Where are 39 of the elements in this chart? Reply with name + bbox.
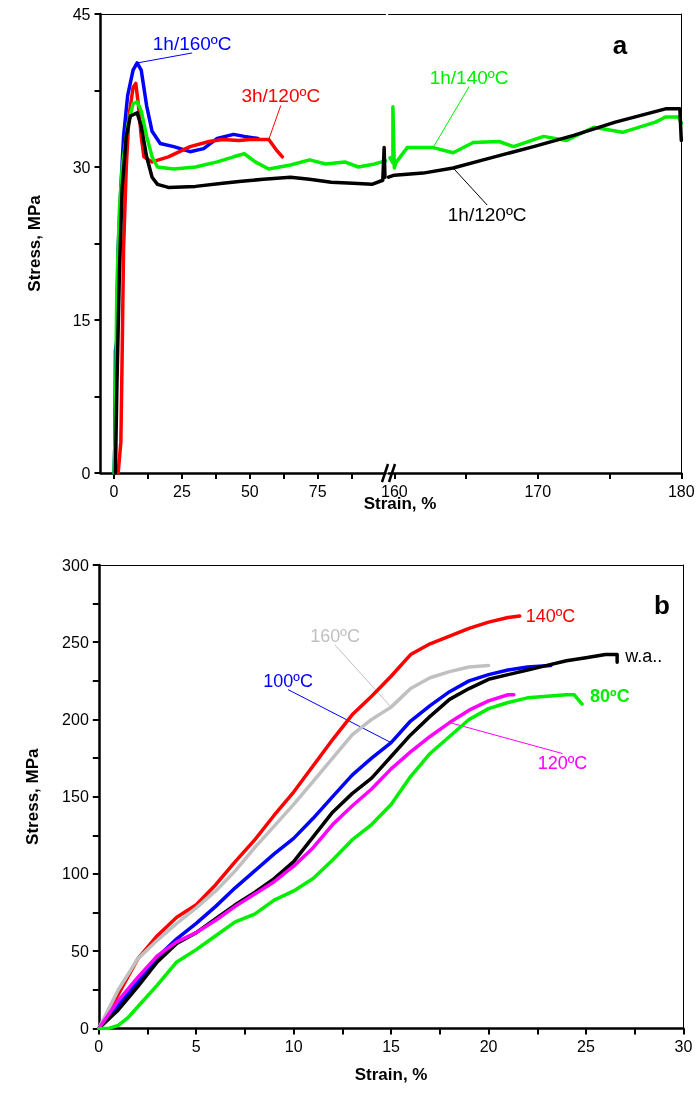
x-tick-label: 30 <box>674 1037 693 1055</box>
series-label: 140ºC <box>525 605 576 626</box>
y-axis-title: Stress, MPa <box>22 747 42 845</box>
x-tick-label: 50 <box>240 482 259 500</box>
y-axis-title: Stress, MPa <box>24 194 44 292</box>
y-tick-label: 45 <box>72 5 91 23</box>
y-tick-label: 100 <box>62 865 89 883</box>
text: 160ºC <box>310 626 360 647</box>
x-tick-label: 20 <box>479 1037 498 1055</box>
x-tick-label: 5 <box>191 1037 201 1055</box>
y-tick-label: 250 <box>62 633 89 651</box>
x-axis-title: Strain, % <box>354 1065 428 1085</box>
y-tick-label: 0 <box>79 1019 89 1037</box>
x-tick-label: 180 <box>667 482 695 500</box>
series-label: 3h/120ºC <box>241 85 321 107</box>
text: 1h/140ºC <box>429 66 509 88</box>
series-label: w.a.. <box>624 646 663 667</box>
text: 120ºC <box>537 752 588 773</box>
y-tick-label: 150 <box>62 788 89 806</box>
y-tick-label: 200 <box>62 710 89 728</box>
y-tick-label: 0 <box>81 464 91 482</box>
series-label: 80ºC <box>590 686 630 707</box>
x-tick-label: 0 <box>94 1037 104 1055</box>
x-tick-label: 0 <box>109 482 119 500</box>
x-tick-label: 10 <box>284 1037 303 1055</box>
y-tick-label: 15 <box>72 311 91 329</box>
x-tick-label: 25 <box>173 482 191 500</box>
x-tick-label: 25 <box>577 1037 595 1055</box>
series-label: 1h/160ºC <box>152 32 232 54</box>
annotation: a <box>612 30 628 60</box>
annotation: b <box>654 590 670 620</box>
y-tick-label: 300 <box>62 556 89 574</box>
text: 100ºC <box>263 670 313 691</box>
legend-label: 1h/120ºC <box>447 204 527 226</box>
y-tick-label: 50 <box>71 942 89 960</box>
x-tick-label: 75 <box>308 482 327 500</box>
x-tick-label: 170 <box>524 482 552 500</box>
x-tick-label: 15 <box>382 1037 401 1055</box>
y-tick-label: 30 <box>72 158 91 176</box>
